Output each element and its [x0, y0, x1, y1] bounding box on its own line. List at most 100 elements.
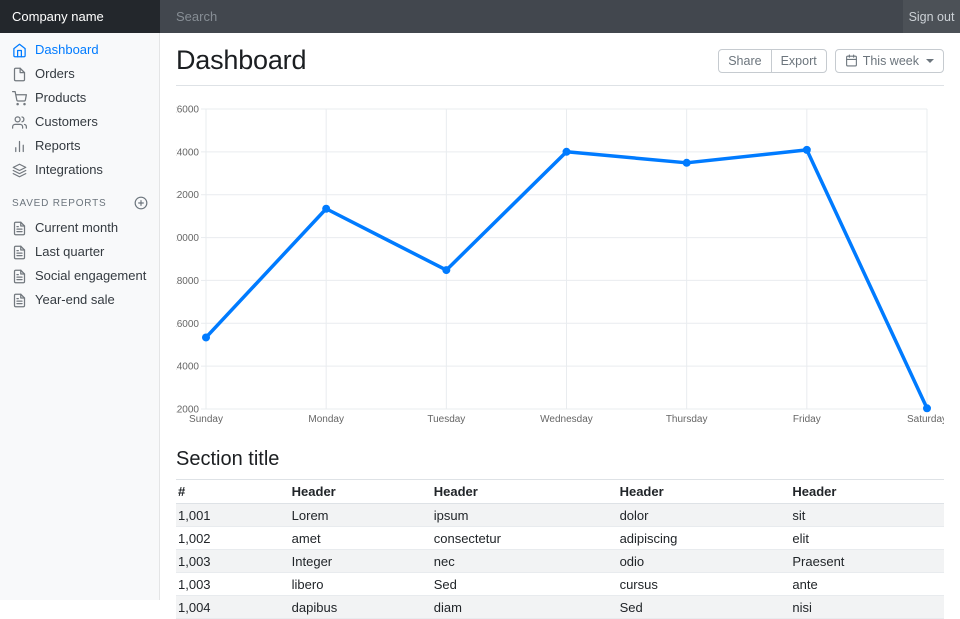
- table-cell: elit: [790, 526, 944, 550]
- sidebar-item-customers[interactable]: Customers: [0, 110, 160, 134]
- users-icon: [12, 115, 27, 130]
- table-cell: dolor: [619, 507, 649, 523]
- table-cell: 1,003: [176, 572, 290, 596]
- bar-chart-icon: [12, 139, 27, 154]
- sidebar-item-label: Social engagement: [35, 268, 147, 283]
- y-tick-label: 22000: [176, 190, 199, 201]
- y-tick-label: 16000: [176, 319, 199, 330]
- x-tick-label: Wednesday: [540, 414, 593, 425]
- x-tick-label: Thursday: [666, 414, 708, 425]
- y-tick-label: 14000: [176, 362, 199, 373]
- chart-point: [682, 158, 691, 167]
- sidebar-item-integrations[interactable]: Integrations: [0, 158, 160, 182]
- sidebar: Dashboard Orders Products Customers Repo: [0, 33, 160, 600]
- main-content: Dashboard Share Export This week 12000 14…: [160, 33, 960, 619]
- sidebar-item-label: Last quarter: [35, 244, 105, 259]
- table-header-cell: Header: [289, 479, 432, 504]
- table-cell: 1,003: [176, 549, 290, 573]
- brand[interactable]: Company name: [0, 0, 160, 33]
- y-tick-label: 20000: [176, 233, 199, 244]
- x-tick-label: Saturday: [907, 414, 944, 425]
- y-tick-label: 12000: [176, 405, 199, 416]
- table-cell: Praesent: [790, 549, 944, 573]
- top-navbar: Company name Sign out: [0, 0, 960, 33]
- x-tick-label: Sunday: [189, 414, 223, 425]
- chevron-down-icon: [926, 58, 934, 63]
- chart-point: [802, 145, 811, 154]
- share-button[interactable]: Share: [718, 48, 772, 73]
- x-tick-label: Monday: [308, 414, 344, 425]
- table-header-cell: Header: [431, 479, 618, 504]
- search-input[interactable]: [160, 0, 903, 33]
- sales-chart: 12000 14000 16000 18000 20000 22000 24000 26000…: [176, 105, 944, 426]
- file-text-icon: [12, 293, 27, 308]
- y-tick-label: 18000: [176, 276, 199, 287]
- signout-link[interactable]: Sign out: [903, 0, 960, 33]
- sidebar-item-last-quarter[interactable]: Last quarter: [0, 240, 160, 264]
- home-icon: [12, 43, 27, 58]
- table-row: 1,002 amet consectetur adipiscing elit: [176, 526, 944, 550]
- y-tick-label: 24000: [176, 147, 199, 158]
- table-cell: diam: [431, 595, 618, 619]
- sidebar-item-label: Dashboard: [35, 42, 99, 57]
- table-cell: 1,002: [176, 526, 290, 550]
- file-icon: [12, 67, 27, 82]
- y-tick-label: 26000: [176, 105, 199, 116]
- table-cell: consectetur: [431, 526, 618, 550]
- table-cell: nec: [431, 549, 618, 573]
- table-header-cell: #: [176, 479, 290, 504]
- table-cell: libero: [289, 572, 432, 596]
- section-title: Section title: [176, 448, 280, 470]
- week-dropdown-button[interactable]: This week: [834, 48, 944, 73]
- file-text-icon: [12, 269, 27, 284]
- table-cell: dapibus: [289, 595, 432, 619]
- chart-point: [562, 147, 571, 156]
- shopping-cart-icon: [12, 90, 27, 106]
- sidebar-item-year-end-sale[interactable]: Year-end sale: [0, 288, 160, 312]
- sidebar-item-label: Reports: [35, 138, 81, 153]
- table-body: 1,001 Lorem ipsum dolor sit 1,002 amet consecte…: [176, 503, 944, 619]
- plus-circle-icon[interactable]: [134, 196, 148, 210]
- table-row: 1,001 Lorem ipsum dolor sit: [176, 503, 944, 527]
- chart-point: [442, 266, 451, 275]
- table-cell: nisi: [790, 595, 944, 619]
- sidebar-item-products[interactable]: Products: [0, 86, 160, 110]
- data-table: # Header Header Header Header 1,001 Lorem…: [176, 479, 944, 619]
- sidebar-item-label: Orders: [35, 66, 75, 81]
- table-row: 1,003 Integer nec odio Praesent: [176, 549, 944, 573]
- sidebar-item-dashboard[interactable]: Dashboard: [0, 38, 160, 62]
- x-tick-label: Tuesday: [427, 414, 465, 425]
- table-header-cell: Header: [790, 479, 944, 504]
- toolbar: Share Export This week: [718, 48, 944, 73]
- table-cell: sit: [792, 507, 806, 523]
- layers-icon: [12, 163, 27, 178]
- week-dropdown-label: This week: [862, 53, 919, 68]
- file-text-icon: [12, 245, 27, 260]
- table-cell: Integer: [289, 549, 432, 573]
- file-text-icon: [12, 221, 27, 236]
- table-cell: Sed: [617, 595, 791, 619]
- table-cell: 1,004: [176, 595, 290, 619]
- sidebar-item-orders[interactable]: Orders: [0, 62, 160, 86]
- sidebar-item-social-engagement[interactable]: Social engagement: [0, 264, 160, 288]
- chart-point: [202, 333, 210, 342]
- table-cell: adipiscing: [617, 526, 791, 550]
- sidebar-item-label: Customers: [35, 114, 98, 129]
- table-cell: odio: [617, 549, 791, 573]
- sidebar-item-current-month[interactable]: Current month: [0, 216, 160, 240]
- sidebar-item-label: Year-end sale: [35, 292, 115, 307]
- sidebar-item-label: Current month: [35, 220, 119, 235]
- sidebar-item-reports[interactable]: Reports: [0, 134, 160, 158]
- sidebar-item-label: Products: [35, 90, 87, 105]
- export-button[interactable]: Export: [770, 48, 827, 73]
- calendar-icon: [845, 54, 858, 67]
- page-header: Dashboard Share Export This week: [176, 33, 944, 86]
- table-cell: ante: [790, 572, 944, 596]
- chart-point: [322, 204, 331, 213]
- table-row: 1,003 libero Sed cursus ante: [176, 572, 944, 596]
- table-cell: ipsum: [433, 507, 469, 523]
- x-tick-label: Friday: [793, 414, 821, 425]
- table-cell: 1,001: [178, 507, 211, 523]
- table-row: 1,004 dapibus diam Sed nisi: [176, 595, 944, 619]
- table-cell: cursus: [617, 572, 791, 596]
